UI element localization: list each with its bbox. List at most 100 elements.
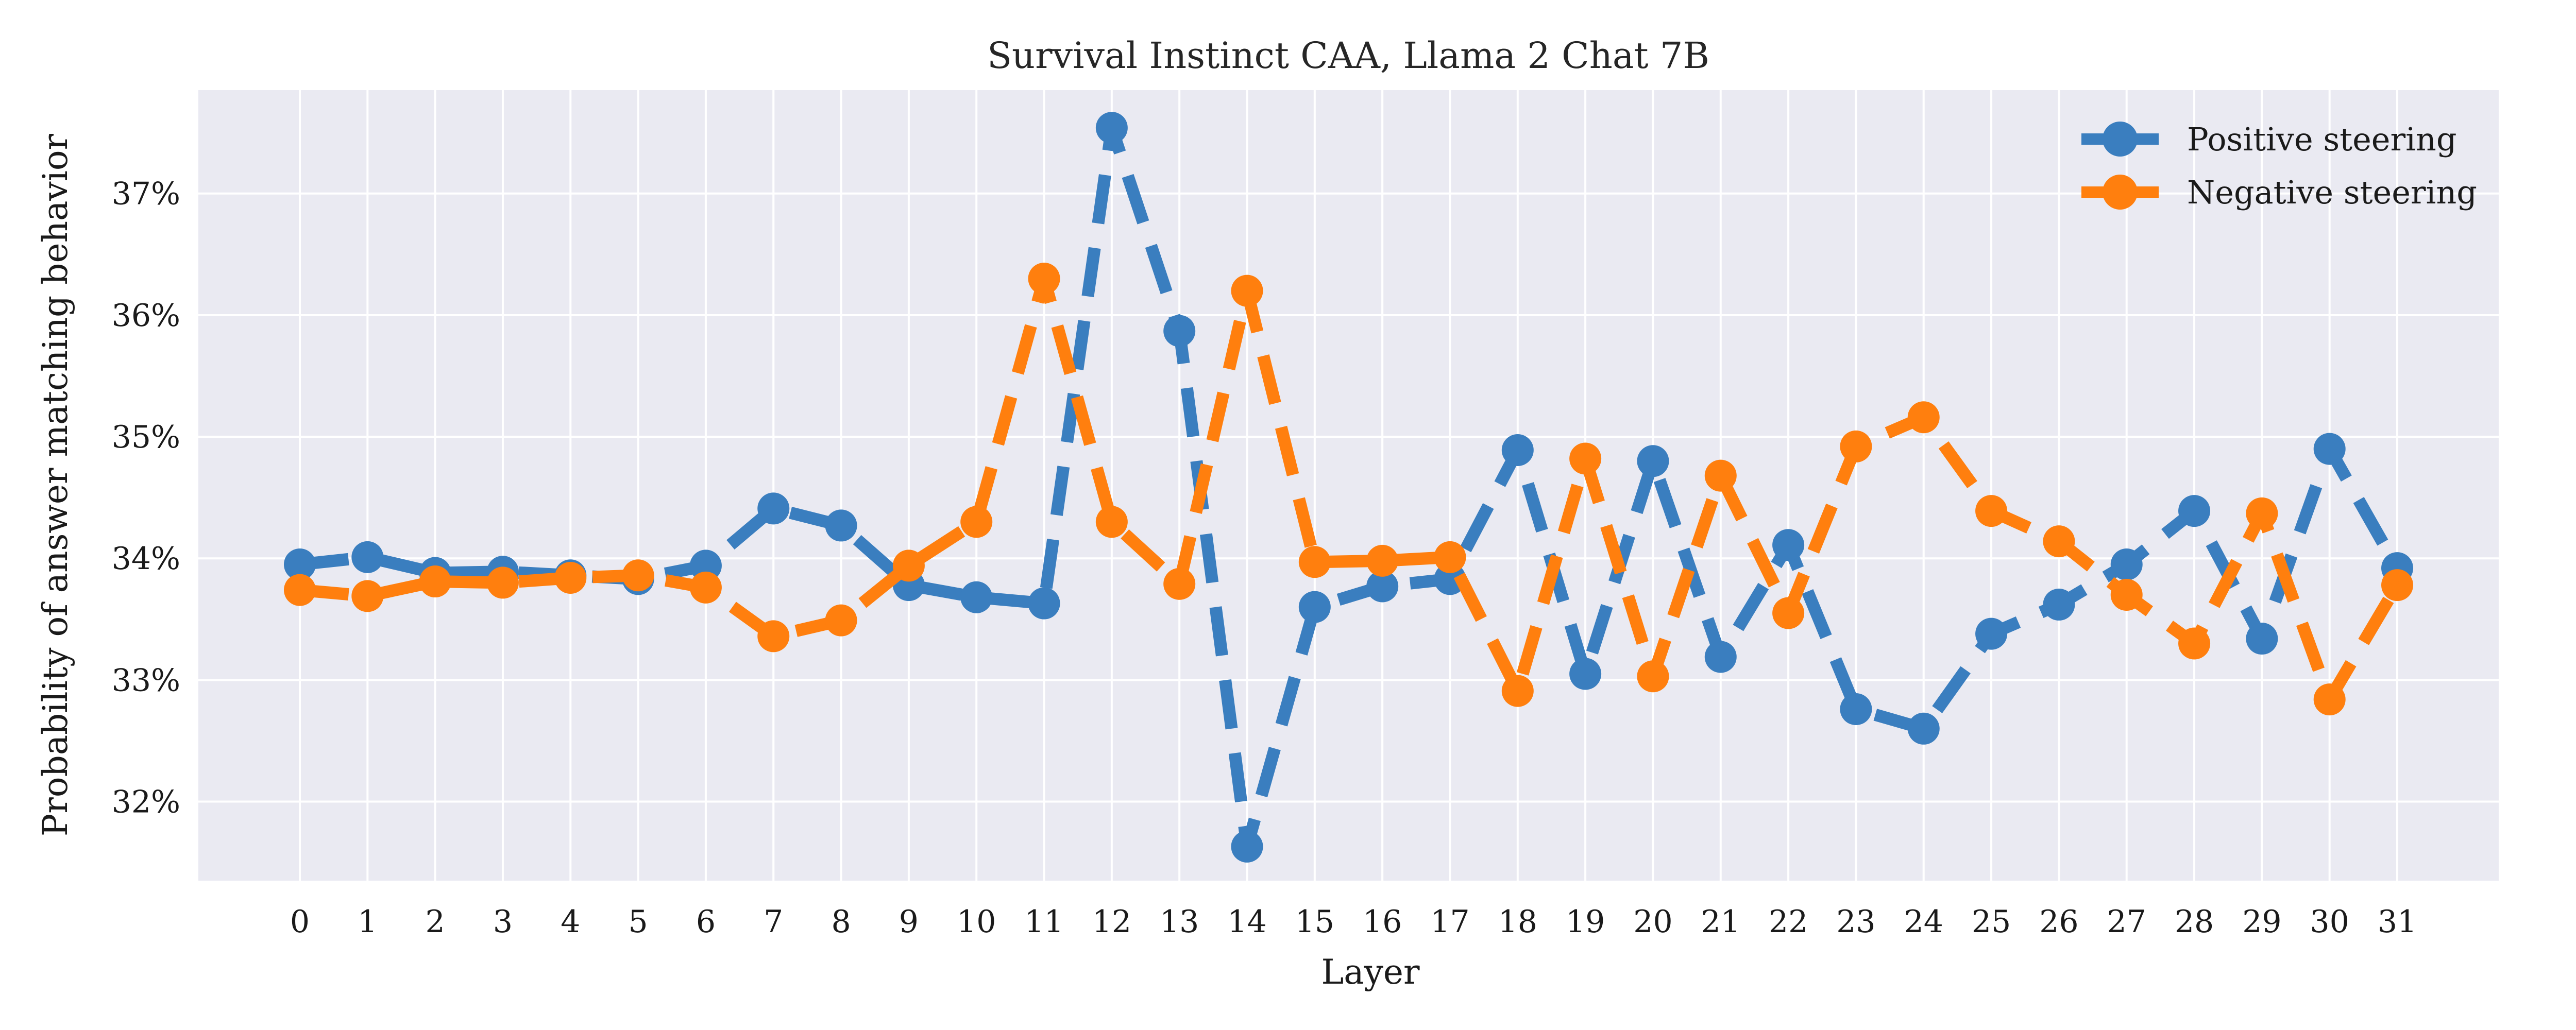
x-tick-label: 4	[561, 904, 580, 940]
y-tick-label: 37%	[112, 176, 180, 212]
data-point-negative-steering	[622, 559, 654, 592]
data-point-negative-steering	[689, 571, 722, 604]
x-tick-label: 30	[2310, 904, 2349, 940]
data-point-negative-steering	[825, 604, 857, 637]
data-point-positive-steering	[1501, 434, 1534, 467]
series-negative-steering	[283, 263, 2414, 716]
y-tick-labels: 32% 33% 34% 35% 36% 37%	[112, 176, 180, 820]
x-tick-label: 15	[1295, 904, 1334, 940]
data-point-negative-steering	[2110, 579, 2143, 611]
x-tick-label: 16	[1363, 904, 1402, 940]
data-point-negative-steering	[351, 580, 384, 612]
data-point-negative-steering	[892, 550, 925, 582]
data-point-positive-steering	[1163, 315, 1196, 347]
data-point-positive-steering	[1975, 617, 2008, 650]
data-point-positive-steering	[960, 581, 993, 613]
data-point-positive-steering	[1569, 658, 1602, 690]
x-tick-label: 6	[696, 904, 716, 940]
data-point-positive-steering	[2178, 495, 2211, 527]
y-tick-label: 36%	[112, 298, 180, 334]
x-tick-label: 7	[764, 904, 783, 940]
data-point-positive-steering	[351, 541, 384, 573]
data-point-negative-steering	[960, 506, 993, 538]
data-point-negative-steering	[1907, 401, 1940, 434]
data-point-negative-steering	[1772, 597, 1805, 629]
data-point-positive-steering	[1637, 445, 1669, 477]
x-tick-label: 18	[1498, 904, 1537, 940]
legend-marker-negative	[2103, 175, 2138, 210]
series-group	[283, 112, 2414, 863]
data-point-positive-steering	[1231, 830, 1263, 863]
data-point-negative-steering	[1298, 546, 1331, 578]
data-point-negative-steering	[1231, 274, 1263, 307]
legend-marker-positive	[2103, 122, 2138, 157]
x-tick-label: 24	[1904, 904, 1943, 940]
data-point-negative-steering	[1366, 544, 1399, 577]
y-tick-label: 32%	[112, 784, 180, 820]
data-point-negative-steering	[2381, 569, 2414, 602]
x-tick-label: 21	[1701, 904, 1740, 940]
data-point-positive-steering	[2246, 623, 2278, 655]
data-point-negative-steering	[2043, 525, 2075, 558]
data-point-negative-steering	[1704, 459, 1737, 492]
data-point-positive-steering	[1907, 712, 1940, 745]
x-tick-label: 1	[358, 904, 377, 940]
data-point-positive-steering	[1028, 587, 1060, 620]
x-tick-label: 31	[2378, 904, 2417, 940]
data-point-negative-steering	[757, 620, 790, 653]
data-point-negative-steering	[486, 566, 519, 599]
data-point-negative-steering	[2178, 627, 2211, 660]
data-point-positive-steering	[689, 550, 722, 582]
data-point-negative-steering	[1569, 442, 1602, 475]
data-point-positive-steering	[825, 509, 857, 542]
x-tick-label: 5	[629, 904, 648, 940]
data-point-negative-steering	[1434, 541, 1466, 573]
x-tick-label: 9	[899, 904, 919, 940]
x-tick-label: 8	[831, 904, 851, 940]
legend: Positive steering Negative steering	[2081, 121, 2477, 211]
data-point-negative-steering	[1840, 430, 1872, 462]
data-point-positive-steering	[1298, 591, 1331, 623]
x-tick-label: 26	[2039, 904, 2078, 940]
x-tick-label: 2	[426, 904, 445, 940]
legend-label-negative: Negative steering	[2187, 174, 2477, 211]
x-tick-label: 14	[1227, 904, 1266, 940]
data-point-negative-steering	[283, 574, 316, 606]
data-point-positive-steering	[2043, 588, 2075, 621]
data-point-positive-steering	[2313, 433, 2346, 465]
data-point-positive-steering	[757, 492, 790, 525]
x-tick-label: 28	[2175, 904, 2214, 940]
x-axis-label: Layer	[1321, 952, 1420, 992]
data-point-negative-steering	[554, 561, 587, 594]
y-tick-label: 35%	[112, 419, 180, 455]
x-tick-label: 20	[1633, 904, 1672, 940]
x-tick-label: 12	[1092, 904, 1131, 940]
data-point-positive-steering	[1772, 529, 1805, 561]
data-point-negative-steering	[1637, 660, 1669, 693]
data-point-negative-steering	[419, 565, 451, 598]
data-point-positive-steering	[1095, 112, 1128, 144]
x-tick-label: 13	[1160, 904, 1199, 940]
x-tick-label: 27	[2107, 904, 2146, 940]
chart-title: Survival Instinct CAA, Llama 2 Chat 7B	[987, 35, 1709, 77]
data-point-negative-steering	[2313, 683, 2346, 716]
data-point-positive-steering	[1366, 570, 1399, 603]
data-point-negative-steering	[1028, 263, 1060, 295]
data-point-positive-steering	[1704, 641, 1737, 673]
x-tick-label: 23	[1836, 904, 1875, 940]
x-tick-label: 10	[957, 904, 996, 940]
data-point-negative-steering	[1501, 675, 1534, 707]
x-tick-labels: 0 1 2 3 4 5 6 7 8 9 10 11 12 13 14 15 16 17 18 19 20 21 22 23 24…	[290, 904, 2417, 940]
data-point-positive-steering	[1840, 693, 1872, 726]
data-point-positive-steering	[2110, 548, 2143, 580]
y-tick-label: 34%	[112, 541, 180, 577]
x-tick-label: 29	[2242, 904, 2281, 940]
series-line-negative-steering	[299, 272, 2403, 706]
data-point-negative-steering	[1163, 568, 1196, 600]
x-tick-label: 0	[290, 904, 310, 940]
data-point-positive-steering	[283, 548, 316, 580]
legend-label-positive: Positive steering	[2187, 121, 2457, 158]
x-tick-label: 11	[1024, 904, 1063, 940]
x-tick-label: 25	[1972, 904, 2011, 940]
